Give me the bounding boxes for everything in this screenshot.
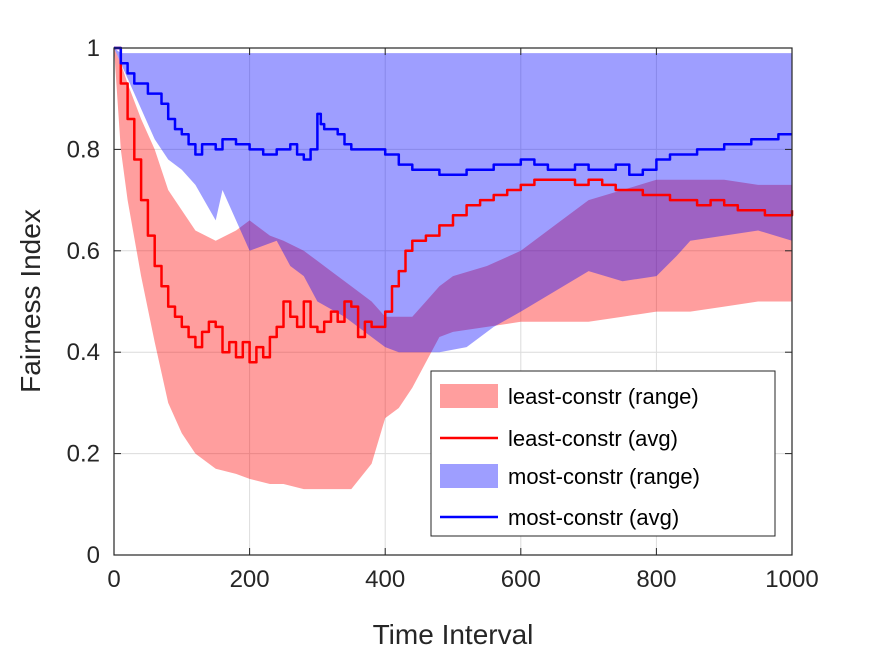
legend-entry-least-avg: least-constr (avg) (508, 426, 678, 451)
y-tick-label: 0.6 (67, 238, 100, 265)
y-tick-label: 0.4 (67, 339, 100, 366)
y-axis-label: Fairness Index (15, 209, 46, 393)
series-layer (114, 46, 794, 490)
range-band-1 (114, 48, 792, 353)
x-tick-label: 0 (107, 566, 120, 593)
y-tick-label: 0.2 (67, 441, 100, 468)
y-tick-label: 1 (87, 35, 100, 62)
x-tick-label: 800 (636, 566, 676, 593)
plot-frame (113, 47, 793, 556)
legend-entry-least-range: least-constr (range) (508, 384, 699, 409)
y-tick-label: 0.8 (67, 136, 100, 163)
x-tick-label: 600 (501, 566, 541, 593)
legend-entry-most-avg: most-constr (avg) (508, 505, 679, 530)
x-tick-label: 400 (365, 566, 405, 593)
legend-swatch-least-range (440, 384, 498, 408)
x-axis-label: Time Interval (373, 619, 534, 650)
avg-line-1 (114, 46, 792, 177)
legend-entry-most-range: most-constr (range) (508, 464, 700, 489)
legend: least-constr (range) least-constr (avg) … (430, 370, 776, 537)
x-tick-label: 200 (230, 566, 270, 593)
x-tick-label: 1000 (765, 566, 818, 593)
ticks: 0 200 400 600 800 1000 0 0.2 0.4 0.6 0.8 1 (67, 35, 819, 593)
legend-box (430, 370, 776, 537)
y-tick-label: 0 (87, 542, 100, 569)
legend-swatch-most-range (440, 464, 498, 488)
avg-line-0 (114, 46, 794, 364)
range-band-0 (114, 48, 792, 490)
